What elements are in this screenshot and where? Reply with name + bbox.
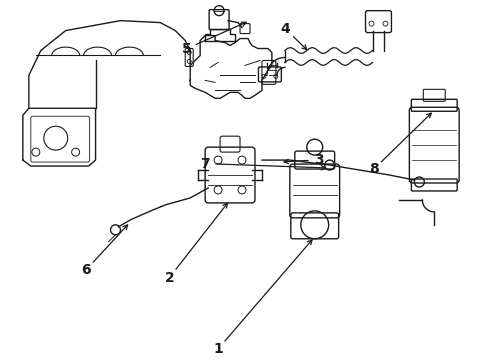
Text: 1: 1 <box>213 342 223 356</box>
Text: 2: 2 <box>165 271 174 285</box>
Text: 3: 3 <box>314 153 324 167</box>
Text: 6: 6 <box>81 263 91 277</box>
Text: 5: 5 <box>182 42 191 56</box>
Text: 8: 8 <box>368 162 378 176</box>
Text: 7: 7 <box>200 157 210 171</box>
Text: 4: 4 <box>281 22 291 36</box>
